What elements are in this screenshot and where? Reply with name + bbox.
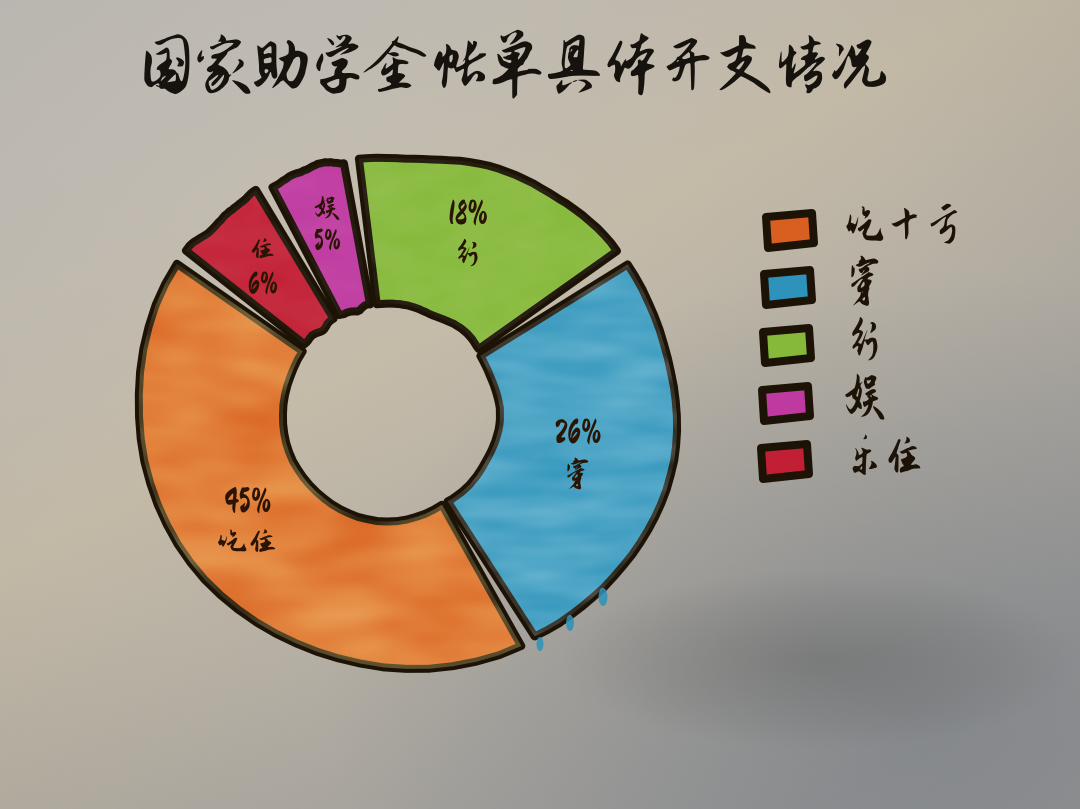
svg-text:住: 住 <box>249 234 276 264</box>
svg-text:穿: 穿 <box>845 255 885 309</box>
svg-text:吃住: 吃住 <box>217 525 278 559</box>
svg-text:行: 行 <box>452 237 483 271</box>
svg-text:吃十亏: 吃十亏 <box>845 198 964 252</box>
svg-text:乐住: 乐住 <box>845 429 924 483</box>
svg-text:娱: 娱 <box>845 371 885 425</box>
svg-text:娱: 娱 <box>314 195 340 223</box>
svg-text:45%: 45% <box>224 485 271 519</box>
svg-text:18%: 18% <box>448 197 488 231</box>
svg-text:26%: 26% <box>554 416 601 450</box>
svg-text:穿: 穿 <box>562 457 593 492</box>
svg-text:5%: 5% <box>314 227 342 255</box>
svg-text:6%: 6% <box>248 269 278 299</box>
svg-text:行: 行 <box>845 313 885 367</box>
